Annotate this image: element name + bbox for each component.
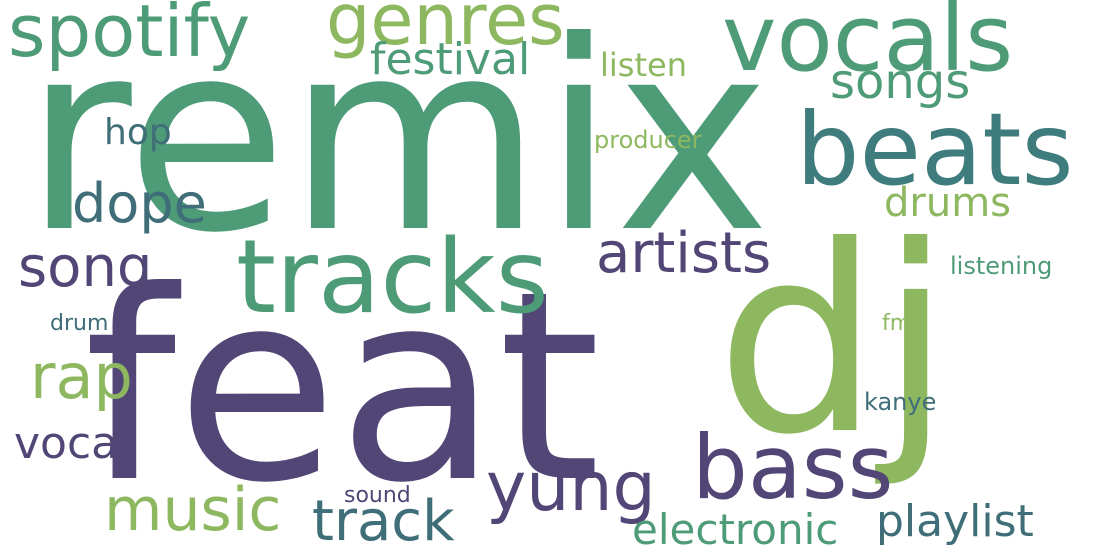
word-dj: dj: [716, 191, 951, 491]
word-rap: rap: [30, 340, 133, 413]
word-hop: hop: [104, 112, 172, 153]
word-sound: sound: [344, 483, 411, 508]
word-festival: festival: [370, 34, 530, 85]
word-artists: artists: [596, 221, 771, 286]
word-yung: yung: [486, 448, 656, 527]
word-bass: bass: [692, 416, 893, 519]
word-kanye: kanye: [864, 388, 936, 416]
word-electronic: electronic: [632, 505, 838, 554]
word-listen: listen: [600, 46, 687, 84]
word-vocal: vocal: [14, 418, 130, 469]
word-playlist: playlist: [876, 496, 1034, 547]
word-feat: feat: [84, 235, 601, 540]
word-drum: drum: [50, 311, 108, 336]
word-song: song: [18, 235, 152, 300]
word-track: track: [312, 489, 455, 554]
word-dope: dope: [72, 172, 207, 235]
word-fm: fm: [882, 311, 911, 336]
word-genres: genres: [326, 0, 565, 61]
word-music: music: [104, 475, 281, 545]
word-spotify: spotify: [8, 0, 250, 73]
word-vocals: vocals: [722, 0, 1013, 92]
word-beats: beats: [796, 91, 1074, 208]
word-drums: drums: [884, 180, 1011, 226]
word-tracks: tracks: [236, 218, 549, 337]
word-producer: producer: [594, 126, 702, 154]
word-songs: songs: [830, 54, 970, 110]
word-remix: remix: [24, 0, 770, 290]
word-listening: listening: [950, 252, 1052, 280]
